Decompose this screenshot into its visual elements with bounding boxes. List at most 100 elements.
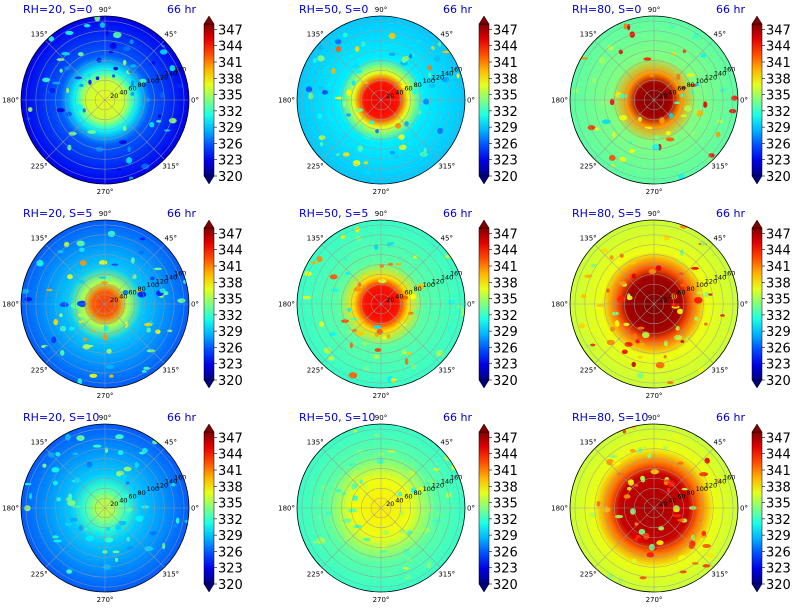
colorbar-tick-label: 347	[218, 431, 243, 446]
panel-title: RH=80, S=5	[572, 207, 641, 220]
colorbar-tick-label: 335	[218, 293, 243, 308]
angle-label: 90°	[99, 210, 111, 218]
radial-tick-label: 80	[687, 81, 695, 89]
polar-frame	[20, 423, 190, 593]
angle-label: 225°	[31, 366, 48, 374]
radial-tick-label: 40	[395, 496, 403, 504]
colorbar-tick-label: 329	[766, 529, 791, 544]
colorbar-tick-label: 335	[218, 89, 243, 104]
angle-label: 45°	[714, 31, 726, 39]
radial-tick-label: 80	[138, 81, 146, 89]
radial-tick-label: 100	[423, 77, 435, 85]
radial-tick-label: 160	[450, 66, 462, 74]
colorbar-tick-label: 347	[218, 227, 243, 242]
radial-tick-label: 140	[165, 70, 177, 78]
angle-label: 45°	[714, 235, 726, 243]
colorbar-tick-label: 323	[218, 154, 243, 169]
colorbar-tick-label: 341	[766, 260, 791, 275]
radial-tick-label: 60	[677, 85, 685, 93]
angle-label: 180°	[551, 301, 568, 309]
radial-tick-label: 120	[705, 73, 717, 81]
colorbar-tick-label: 335	[766, 89, 791, 104]
angle-label: 225°	[580, 570, 597, 578]
angle-label: 0°	[191, 97, 199, 105]
radial-tick-label: 160	[174, 270, 186, 278]
radial-tick-label: 60	[128, 493, 136, 501]
radial-tick-label: 40	[119, 88, 127, 96]
panel-time: 66 hr	[443, 3, 472, 16]
colorbar-tick-label: 332	[493, 105, 518, 120]
radial-tick-label: 60	[677, 493, 685, 501]
colorbar-tick-label: 326	[218, 341, 243, 356]
radial-tick-label: 100	[147, 77, 159, 85]
polar-grid	[297, 16, 465, 184]
radial-tick-label: 80	[414, 285, 422, 293]
colorbar-tick-label: 326	[766, 341, 791, 356]
colorbar-tick-label: 332	[218, 105, 243, 120]
colorbar-tick-label: 341	[493, 56, 518, 71]
angle-label: 0°	[740, 505, 748, 513]
colorbar-tick-label: 326	[766, 545, 791, 560]
radial-tick-label: 160	[174, 474, 186, 482]
angle-label: 45°	[165, 235, 177, 243]
angle-label: 180°	[2, 97, 19, 105]
polar-grid	[297, 220, 465, 388]
radial-tick-label: 20	[110, 500, 118, 508]
angle-label: 0°	[740, 97, 748, 105]
colorbar-tick-label: 344	[766, 244, 791, 259]
radial-tick-label: 20	[110, 92, 118, 100]
radial-tick-label: 80	[687, 285, 695, 293]
radial-tick-label: 120	[156, 277, 168, 285]
colorbar-tick-label: 329	[218, 529, 243, 544]
radial-tick-label: 20	[386, 500, 394, 508]
angle-label: 135°	[307, 235, 324, 243]
radial-tick-label: 120	[432, 277, 444, 285]
angle-label: 0°	[191, 301, 199, 309]
colorbar-tick-label: 344	[218, 244, 243, 259]
radial-tick-label: 160	[723, 66, 735, 74]
radial-tick-label: 160	[450, 474, 462, 482]
radial-tick-label: 140	[714, 478, 726, 486]
panel-title: RH=20, S=5	[23, 207, 92, 220]
panel-time: 66 hr	[443, 411, 472, 424]
colorbar-tick-label: 320	[766, 578, 791, 593]
convective-cells	[305, 32, 460, 175]
colorbar-tick-label: 320	[218, 374, 243, 389]
colorbar-tick-label: 320	[493, 374, 518, 389]
colorbar-tick-label: 335	[493, 497, 518, 512]
radial-tick-label: 80	[414, 489, 422, 497]
angle-label: 135°	[31, 31, 48, 39]
radial-tick-label: 160	[723, 270, 735, 278]
angle-label: 315°	[162, 162, 179, 170]
angle-label: 45°	[714, 439, 726, 447]
colorbar-tick-label: 326	[493, 137, 518, 152]
colorbar-tick-label: 323	[766, 562, 791, 577]
colorbar-tick-label: 320	[493, 578, 518, 593]
colorbar-tick-label: 338	[766, 276, 791, 291]
angle-label: 135°	[580, 31, 597, 39]
angle-label: 90°	[99, 414, 111, 422]
angle-label: 180°	[278, 505, 295, 513]
colorbar-tick-label: 347	[493, 227, 518, 242]
angle-label: 0°	[467, 505, 475, 513]
radial-tick-label: 20	[659, 92, 667, 100]
radial-tick-label: 160	[723, 474, 735, 482]
angle-label: 90°	[375, 6, 387, 14]
colorbar-tick-label: 323	[218, 358, 243, 373]
radial-tick-label: 100	[147, 485, 159, 493]
colorbar-tick-label: 344	[493, 244, 518, 259]
angle-label: 45°	[165, 439, 177, 447]
angle-label: 135°	[31, 439, 48, 447]
colorbar-tick-label: 347	[493, 23, 518, 38]
angle-label: 225°	[580, 366, 597, 374]
panel-time: 66 hr	[167, 207, 196, 220]
angle-label: 180°	[2, 301, 19, 309]
panel-title: RH=20, S=10	[23, 411, 99, 424]
